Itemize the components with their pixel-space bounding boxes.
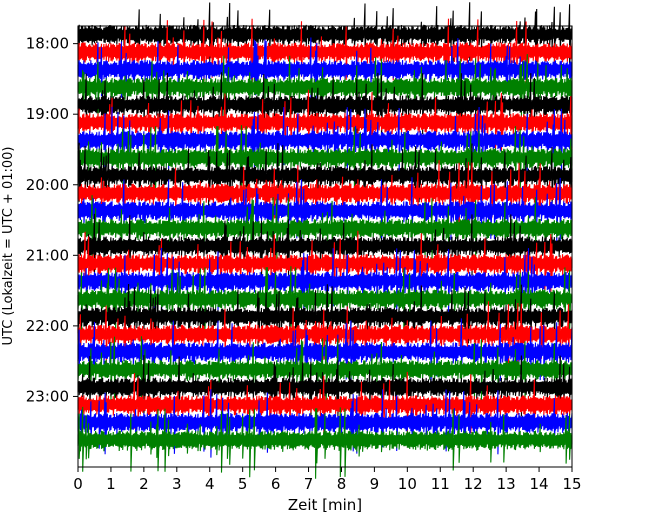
x-tick-label: 5 (238, 475, 248, 493)
x-tick-label: 7 (304, 475, 314, 493)
trace-2245 (77, 355, 573, 419)
trace-2300 (77, 371, 573, 435)
plot-frame (77, 25, 573, 468)
x-tick-label: 1 (106, 475, 116, 493)
trace-1930 (77, 125, 573, 197)
y-tick-label: 18:00 (26, 35, 69, 53)
trace-2030 (77, 195, 573, 261)
trace-1830 (77, 54, 573, 127)
trace-2215 (77, 318, 573, 391)
y-tick-label: 21:00 (26, 246, 69, 264)
trace-1900 (77, 89, 573, 155)
trace-2330 (77, 406, 573, 479)
trace-2145 (77, 283, 573, 355)
trace-2200 (77, 301, 573, 369)
y-axis-label: UTC (Lokalzeit = UTC + 01:00) (1, 147, 16, 346)
x-axis-label: Zeit [min] (288, 496, 362, 514)
trace-1915 (77, 106, 573, 176)
x-tick-label: 11 (431, 475, 450, 493)
y-tick-label: 20:00 (26, 176, 69, 194)
trace-1845 (77, 72, 573, 141)
y-tick-label: 22:00 (26, 317, 69, 335)
x-tick-label: 15 (562, 475, 581, 493)
x-tick-label: 14 (530, 475, 549, 493)
x-tick-label: 13 (497, 475, 516, 493)
trace-2230 (77, 336, 573, 402)
trace-1815 (77, 37, 573, 109)
x-tick-label: 10 (398, 475, 417, 493)
trace-2100 (77, 230, 573, 296)
x-tick-label: 3 (172, 475, 182, 493)
y-tick-label: 19:00 (26, 105, 69, 123)
trace-1745 (77, 2, 573, 72)
trace-2130 (77, 266, 573, 338)
x-tick-label: 0 (73, 475, 83, 493)
x-tick-label: 8 (337, 475, 347, 493)
x-tick-label: 9 (370, 475, 380, 493)
trace-2045 (77, 213, 573, 278)
trace-2000 (77, 160, 573, 228)
trace-1800 (77, 18, 573, 88)
trace-2115 (77, 247, 573, 317)
x-tick-label: 2 (139, 475, 149, 493)
x-tick-label: 6 (271, 475, 281, 493)
x-axis: 0 1 2 3 4 5 6 7 8 9 10 11 12 13 14 15 (73, 467, 582, 493)
trace-2015 (77, 177, 573, 250)
y-tick-label: 23:00 (26, 387, 69, 405)
y-axis: 18:00 19:00 20:00 21:00 22:00 23:00 (26, 35, 78, 405)
x-tick-label: 4 (205, 475, 215, 493)
x-tick-label: 12 (464, 475, 483, 493)
seismogram-traces (77, 2, 573, 479)
trace-1945 (77, 142, 573, 214)
